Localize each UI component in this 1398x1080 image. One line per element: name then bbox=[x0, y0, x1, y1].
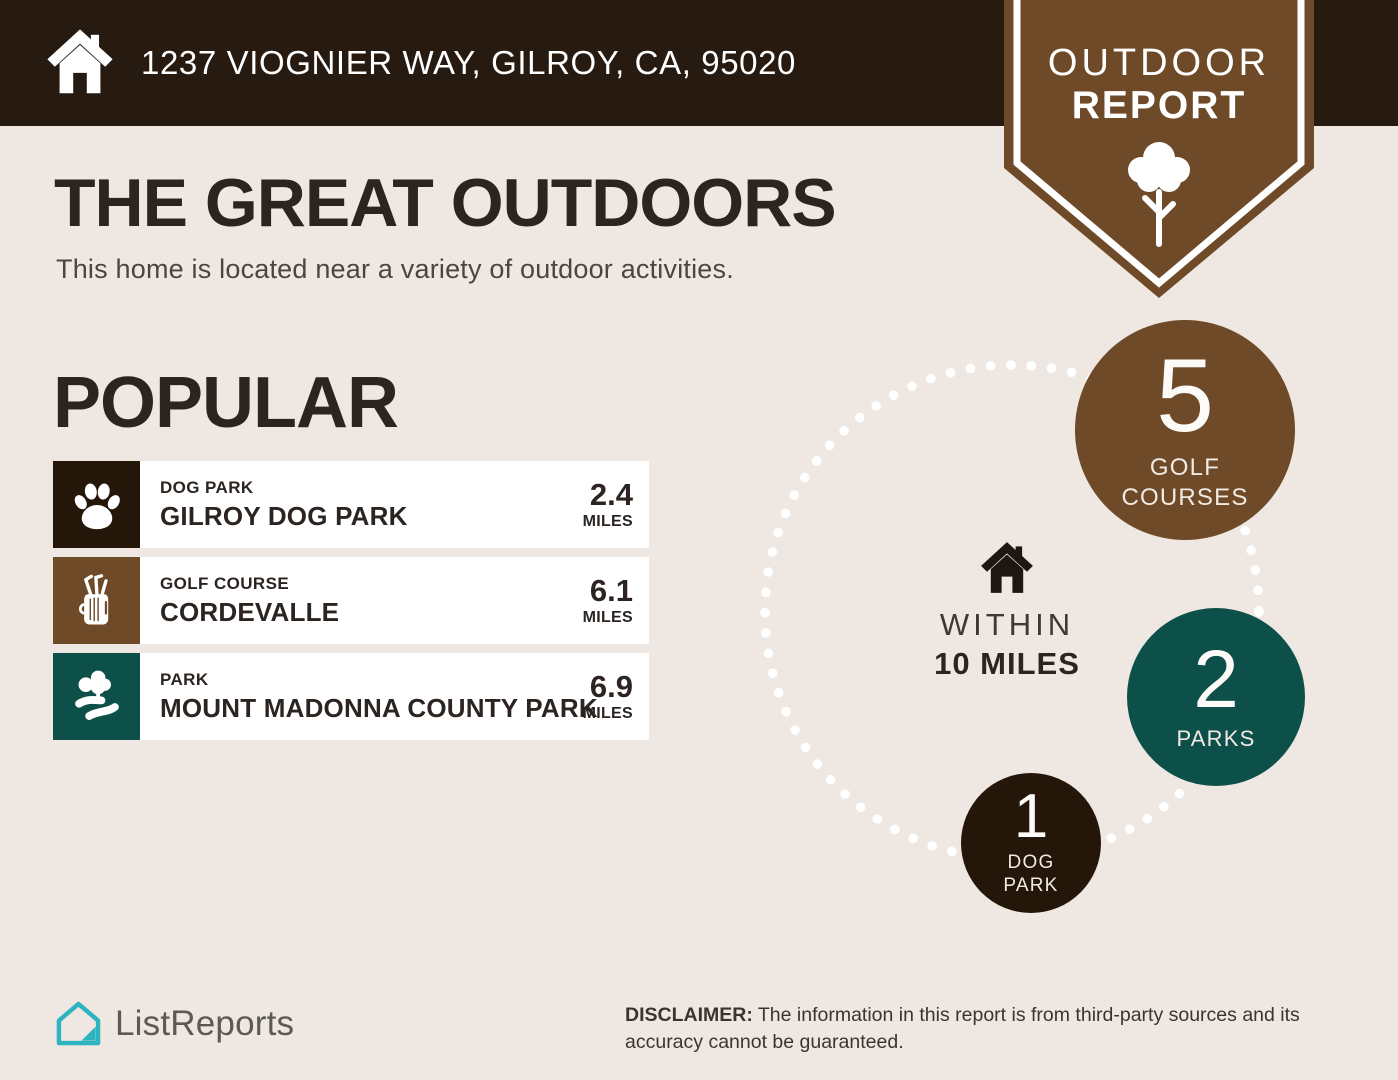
item-distance: 6.1 bbox=[589, 572, 633, 608]
parks-label: PARKS bbox=[1176, 726, 1256, 752]
park-tree-icon bbox=[53, 653, 140, 740]
tree-icon bbox=[1128, 142, 1190, 247]
list-item-park: PARK MOUNT MADONNA COUNTY PARK 6.9 MILES bbox=[53, 653, 649, 740]
bubble-dog-park: 1 DOG PARK bbox=[961, 773, 1101, 913]
page-title: THE GREAT OUTDOORS bbox=[54, 165, 837, 241]
popular-heading: POPULAR bbox=[53, 363, 399, 443]
distance-label: 10 MILES bbox=[934, 646, 1080, 681]
item-name: MOUNT MADONNA COUNTY PARK bbox=[160, 692, 598, 723]
dog-park-count: 1 bbox=[1013, 781, 1049, 851]
item-distance: 2.4 bbox=[589, 476, 633, 512]
golf-courses-label: GOLF COURSES bbox=[1121, 454, 1249, 512]
item-distance-unit: MILES bbox=[582, 704, 633, 722]
page-subtitle: This home is located near a variety of o… bbox=[56, 254, 734, 284]
within-label: WITHIN bbox=[939, 607, 1075, 642]
item-category: PARK bbox=[160, 669, 209, 689]
item-category: GOLF COURSE bbox=[160, 573, 290, 593]
item-name: CORDEVALLE bbox=[160, 596, 340, 627]
popular-list: DOG PARK GILROY DOG PARK 2.4 MILES bbox=[53, 461, 649, 749]
dog-park-label: DOG PARK bbox=[1003, 851, 1059, 897]
list-item-golf-course: GOLF COURSE CORDEVALLE 6.1 MILES bbox=[53, 557, 649, 644]
item-category: DOG PARK bbox=[160, 477, 254, 497]
ribbon-title-line2: REPORT bbox=[1071, 84, 1247, 127]
property-address: 1237 VIOGNIER WAY, GILROY, CA, 95020 bbox=[141, 44, 797, 81]
disclaimer-text: DISCLAIMER: The information in this repo… bbox=[625, 1004, 1300, 1053]
radius-center-label: WITHIN 10 MILES bbox=[899, 540, 1115, 682]
ribbon-title-line1: OUTDOOR bbox=[1047, 42, 1271, 84]
house-icon bbox=[47, 29, 113, 94]
listreports-logo-icon bbox=[56, 1001, 101, 1046]
item-distance: 6.9 bbox=[589, 668, 633, 704]
brand-name: ListReports bbox=[115, 1003, 295, 1043]
bubble-golf-courses: 5 GOLF COURSES bbox=[1075, 320, 1295, 540]
paw-icon bbox=[53, 461, 140, 548]
golf-bag-icon bbox=[53, 557, 140, 644]
bubble-parks: 2 PARKS bbox=[1127, 608, 1305, 786]
outdoor-report-ribbon: OUTDOOR REPORT bbox=[1004, 0, 1314, 302]
disclaimer-label: DISCLAIMER: bbox=[625, 1004, 753, 1026]
listreports-brand: ListReports bbox=[55, 1000, 294, 1047]
golf-courses-count: 5 bbox=[1156, 337, 1214, 454]
parks-count: 2 bbox=[1193, 634, 1239, 726]
house-icon bbox=[981, 542, 1033, 593]
item-name: GILROY DOG PARK bbox=[160, 500, 408, 531]
item-distance-unit: MILES bbox=[582, 608, 633, 626]
item-distance-unit: MILES bbox=[582, 512, 633, 530]
list-item-dog-park: DOG PARK GILROY DOG PARK 2.4 MILES bbox=[53, 461, 649, 548]
